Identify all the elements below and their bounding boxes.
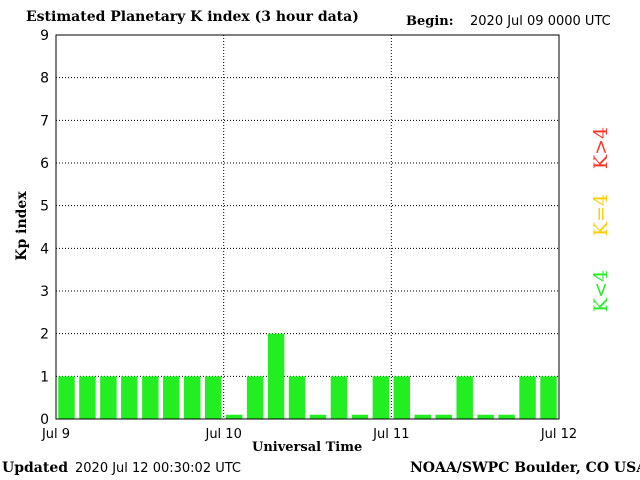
y-tick-label: 4 — [40, 241, 49, 257]
kp-bar — [204, 376, 222, 419]
credit-text: NOAA/SWPC Boulder, CO USA — [410, 460, 640, 476]
y-tick-label: 1 — [40, 369, 49, 385]
kp-bar — [121, 376, 138, 419]
x-tick-labels: Jul 9 Jul 10 Jul 11 Jul 12 — [41, 427, 577, 442]
kp-bar — [330, 376, 348, 419]
chart-title: Estimated Planetary K index (3 hour data… — [26, 9, 359, 25]
kp-bar — [288, 376, 306, 419]
x-tick-label: Jul 11 — [372, 427, 409, 442]
kp-bar — [184, 376, 201, 419]
kp-bar — [100, 376, 117, 419]
y-tick-label: 8 — [40, 71, 49, 87]
y-tick-label: 9 — [40, 28, 49, 44]
y-tick-label: 7 — [40, 113, 49, 129]
y-tick-label: 3 — [40, 284, 49, 300]
kp-bar — [246, 376, 264, 419]
legend-k-below-4: K<4 — [590, 269, 612, 313]
begin-label: Begin: — [406, 14, 454, 29]
kp-bar — [58, 376, 75, 419]
kp-bar — [477, 414, 494, 419]
x-axis-label: Universal Time — [252, 440, 363, 455]
legend-k-equals-4: K=4 — [590, 193, 612, 237]
kp-bar — [372, 376, 390, 419]
kp-bar — [456, 376, 473, 419]
kp-bar — [414, 414, 431, 419]
y-tick-label: 0 — [40, 412, 49, 428]
kp-bar — [225, 414, 243, 419]
y-tick-label: 6 — [40, 156, 49, 172]
y-tick-labels: 0 1 2 3 4 5 6 7 8 9 — [40, 28, 49, 428]
begin-value: 2020 Jul 09 0000 UTC — [470, 14, 611, 29]
kp-bar — [498, 414, 515, 419]
legend-k-above-4: K>4 — [590, 126, 612, 170]
updated-label: Updated — [2, 460, 69, 476]
y-tick-label: 5 — [40, 199, 49, 215]
y-tick-label: 2 — [40, 327, 49, 343]
plot-frame — [55, 34, 560, 420]
x-tick-label: Jul 12 — [540, 427, 577, 442]
kp-bar — [142, 376, 159, 419]
kp-bar — [351, 414, 369, 419]
kp-bar — [163, 376, 180, 419]
x-tick-label: Jul 9 — [41, 427, 70, 442]
kp-bar — [309, 414, 327, 419]
kp-bar — [519, 376, 536, 419]
kp-bar — [435, 414, 452, 419]
x-tick-label: Jul 10 — [204, 427, 241, 442]
grid-lines — [56, 35, 559, 419]
y-axis-label: Kp index — [14, 191, 30, 261]
kp-bar — [267, 333, 285, 419]
bars — [58, 333, 557, 419]
updated-value: 2020 Jul 12 00:30:02 UTC — [75, 461, 241, 476]
kp-bar — [393, 376, 411, 419]
kp-bar — [540, 376, 557, 419]
kp-bar — [79, 376, 96, 419]
